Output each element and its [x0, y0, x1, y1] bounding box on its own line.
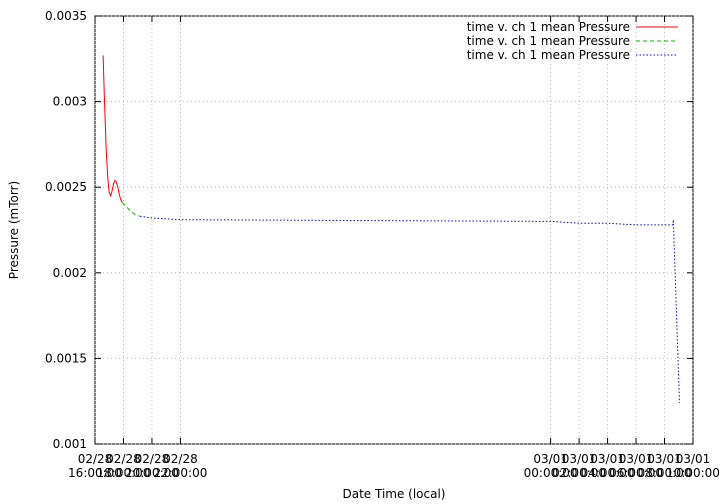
y-tick-label: 0.003 — [53, 95, 87, 109]
x-tick-label: 02/28 — [135, 452, 170, 466]
x-tick-label: 03/01 — [676, 452, 711, 466]
legend-label: time v. ch 1 mean Pressure — [467, 48, 630, 62]
x-tick-label: 08:00:00 — [638, 466, 692, 480]
x-tick-label: 03/01 — [590, 452, 625, 466]
x-tick-label: 22:00:00 — [153, 466, 207, 480]
x-tick-label: 16:00:00 — [68, 466, 122, 480]
x-tick-label: 02/28 — [106, 452, 141, 466]
x-tick-label: 02:00:00 — [552, 466, 606, 480]
data-line — [121, 202, 141, 217]
y-axis-label: Pressure (mTorr) — [7, 181, 21, 279]
y-tick-label: 0.0015 — [45, 351, 87, 365]
y-tick-label: 0.0025 — [45, 180, 87, 194]
plot-frame — [94, 15, 694, 445]
y-tick-label: 0.0035 — [45, 9, 87, 23]
x-tick-label: 06:00:00 — [609, 466, 663, 480]
y-tick-label: 0.002 — [53, 266, 87, 280]
data-line — [102, 55, 123, 203]
x-tick-label: 02/28 — [163, 452, 198, 466]
x-axis-label: Date Time (local) — [342, 487, 445, 501]
legend-label: time v. ch 1 mean Pressure — [467, 20, 630, 34]
data-line — [140, 215, 680, 403]
x-tick-label: 18:00:00 — [97, 466, 151, 480]
x-tick-label: 03/01 — [533, 452, 568, 466]
x-tick-label: 03/01 — [647, 452, 682, 466]
x-tick-label: 00:00:00 — [524, 466, 578, 480]
x-tick-label: 03/01 — [562, 452, 597, 466]
x-tick-label: 02/28 — [78, 452, 113, 466]
legend-label: time v. ch 1 mean Pressure — [467, 34, 630, 48]
x-tick-label: 10:00:00 — [666, 466, 720, 480]
x-tick-label: 03/01 — [619, 452, 654, 466]
x-tick-label: 20:00:00 — [125, 466, 179, 480]
x-tick-label: 04:00:00 — [581, 466, 635, 480]
y-tick-label: 0.001 — [53, 437, 87, 451]
